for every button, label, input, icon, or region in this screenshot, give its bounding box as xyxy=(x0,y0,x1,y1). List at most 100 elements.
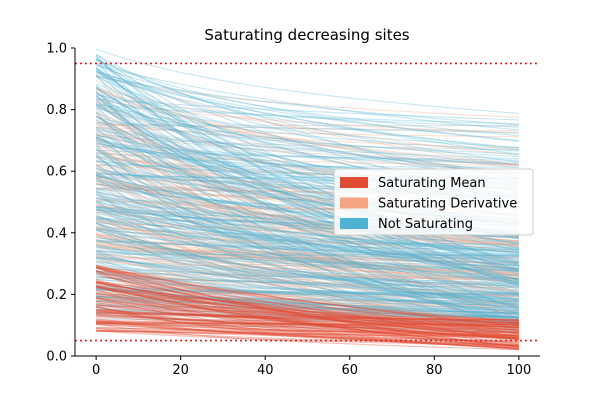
series-line-saturating-derivative xyxy=(95,178,520,335)
series-line-saturating-mean xyxy=(95,269,519,337)
series-line-saturating-mean xyxy=(96,314,519,331)
series-line-saturating-mean xyxy=(96,323,519,343)
series-line-gray xyxy=(95,208,519,289)
series-line-saturating-mean xyxy=(96,323,519,331)
series-line-saturating-mean xyxy=(96,286,519,322)
series-line-gray xyxy=(96,126,519,166)
series-line-saturating-mean xyxy=(96,315,519,326)
series-line-saturating-derivative xyxy=(96,124,519,132)
series-line-saturating-mean xyxy=(96,322,519,325)
series-line-saturating-derivative xyxy=(96,267,519,302)
series-line-not-saturating xyxy=(95,270,519,305)
series-line-saturating-derivative xyxy=(95,239,519,328)
series-line-saturating-mean xyxy=(96,304,519,340)
series-line-saturating-derivative xyxy=(96,321,519,337)
series-line-saturating-mean xyxy=(96,321,519,347)
series-line-gray xyxy=(95,167,519,276)
series-line-gray xyxy=(96,288,519,320)
series-line-not-saturating xyxy=(95,271,519,307)
series-line-not-saturating xyxy=(95,222,519,314)
series-line-gray xyxy=(96,248,519,257)
series-line-not-saturating xyxy=(96,287,519,295)
series-line-not-saturating xyxy=(95,104,519,177)
series-line-saturating-derivative xyxy=(96,234,519,246)
series-line-saturating-derivative xyxy=(96,267,519,279)
series-line-not-saturating xyxy=(96,218,519,256)
series-line-saturating-derivative xyxy=(95,74,519,119)
series-line-gray xyxy=(96,228,519,248)
series-line-saturating-derivative xyxy=(96,273,519,289)
series-line-gray xyxy=(96,250,519,264)
series-line-gray xyxy=(96,251,519,288)
series-line-gray xyxy=(96,277,519,285)
series-line-not-saturating xyxy=(95,98,519,173)
series-line-saturating-mean xyxy=(95,306,519,350)
series-line-gray xyxy=(95,95,520,295)
series-line-not-saturating xyxy=(95,59,519,142)
series-line-gray xyxy=(95,106,519,166)
series-line-saturating-derivative xyxy=(96,252,519,273)
series-line-gray xyxy=(95,257,519,294)
legend-swatch xyxy=(340,197,368,209)
series-line-gray xyxy=(96,239,519,270)
series-line-not-saturating xyxy=(95,211,519,267)
series-line-not-saturating xyxy=(96,216,519,250)
series-line-saturating-mean xyxy=(96,329,519,337)
series-line-gray xyxy=(96,293,519,312)
legend-swatch xyxy=(340,177,368,188)
series-line-gray xyxy=(96,225,519,251)
series-line-not-saturating xyxy=(95,191,519,316)
series-line-not-saturating xyxy=(96,288,519,318)
series-line-gray xyxy=(96,310,519,333)
series-line-saturating-mean xyxy=(96,320,519,327)
series-line-saturating-derivative xyxy=(95,115,520,305)
series-line-gray xyxy=(95,167,519,273)
series-line-not-saturating xyxy=(95,115,520,281)
series-line-saturating-derivative xyxy=(95,79,519,177)
series-line-gray xyxy=(95,221,520,334)
series-line-saturating-derivative xyxy=(96,260,519,282)
series-line-not-saturating xyxy=(96,265,519,294)
series-line-not-saturating xyxy=(95,71,519,151)
series-line-not-saturating xyxy=(96,286,519,315)
series-line-not-saturating xyxy=(96,288,519,296)
series-line-saturating-mean xyxy=(96,315,519,340)
series-line-saturating-mean xyxy=(96,310,519,321)
series-line-saturating-mean xyxy=(95,270,519,347)
series-line-not-saturating xyxy=(95,112,520,281)
series-line-saturating-mean xyxy=(95,281,519,350)
legend-label: Saturating Derivative xyxy=(378,197,517,212)
series-line-not-saturating xyxy=(96,295,519,315)
series-line-saturating-mean xyxy=(95,265,519,322)
series-line-saturating-mean xyxy=(95,281,519,325)
series-line-saturating-mean xyxy=(95,286,519,347)
series-line-saturating-derivative xyxy=(96,298,519,325)
series-line-saturating-derivative xyxy=(95,88,519,166)
series-line-saturating-mean xyxy=(96,309,519,328)
series-line-not-saturating xyxy=(95,201,519,271)
series-line-saturating-derivative xyxy=(96,121,519,150)
legend-box xyxy=(333,168,534,236)
series-line-saturating-derivative xyxy=(96,305,519,328)
x-tick-label: 80 xyxy=(426,363,443,378)
series-line-gray xyxy=(96,241,519,272)
series-line-saturating-derivative xyxy=(95,200,520,335)
series-line-gray xyxy=(96,320,519,334)
series-line-gray xyxy=(95,104,520,327)
series-line-not-saturating xyxy=(95,259,519,303)
series-line-not-saturating xyxy=(95,190,519,280)
series-line-saturating-derivative xyxy=(96,271,519,280)
series-line-saturating-mean xyxy=(96,293,519,334)
series-line-saturating-mean xyxy=(95,285,519,347)
series-line-gray xyxy=(95,163,520,310)
series-line-not-saturating xyxy=(96,122,519,134)
series-line-saturating-mean xyxy=(96,297,519,339)
series-line-not-saturating xyxy=(95,153,520,312)
series-line-saturating-mean xyxy=(95,265,519,326)
series-line-saturating-derivative xyxy=(95,284,519,343)
series-line-not-saturating xyxy=(95,193,519,244)
series-line-saturating-derivative xyxy=(95,72,519,166)
series-line-saturating-derivative xyxy=(95,175,519,246)
series-line-saturating-mean xyxy=(96,307,519,339)
series-line-saturating-derivative xyxy=(95,172,519,301)
